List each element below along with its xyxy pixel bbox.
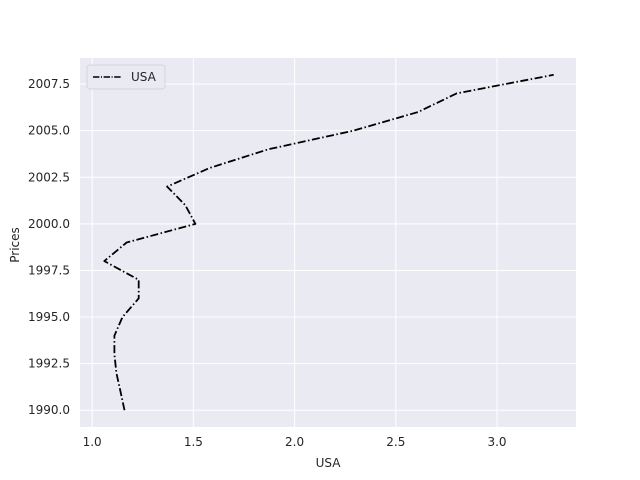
x-tick-labels: 1.0 1.5 2.0 2.5 3.0	[83, 435, 507, 449]
series-lines	[103, 73, 554, 411]
legend: USA	[86, 64, 166, 90]
y-tick-label: 1990.0	[28, 403, 70, 417]
legend-label-usa: USA	[131, 70, 157, 84]
y-tick-label: 1992.5	[28, 357, 70, 371]
x-tick-label: 1.5	[184, 435, 203, 449]
y-tick-labels: 1990.0 1992.5 1995.0 1997.5 2000.0 2002.5 2005…	[28, 77, 70, 417]
legend-box	[86, 64, 166, 90]
y-tick-label: 2005.0	[28, 124, 70, 138]
x-tick-label: 2.0	[285, 435, 304, 449]
x-tick-label: 3.0	[487, 435, 506, 449]
series-line-usa	[103, 73, 554, 411]
y-tick-label: 2000.0	[28, 217, 70, 231]
x-axis-label: USA	[316, 456, 342, 470]
y-axis-label: Prices	[8, 227, 22, 263]
y-tick-label: 2002.5	[28, 170, 70, 184]
y-tick-label: 1997.5	[28, 263, 70, 277]
x-tick-label: 2.5	[386, 435, 405, 449]
grid	[80, 58, 576, 427]
y-tick-label: 2007.5	[28, 77, 70, 91]
plot-background	[80, 58, 576, 427]
x-tick-label: 1.0	[83, 435, 102, 449]
y-tick-label: 1995.0	[28, 310, 70, 324]
